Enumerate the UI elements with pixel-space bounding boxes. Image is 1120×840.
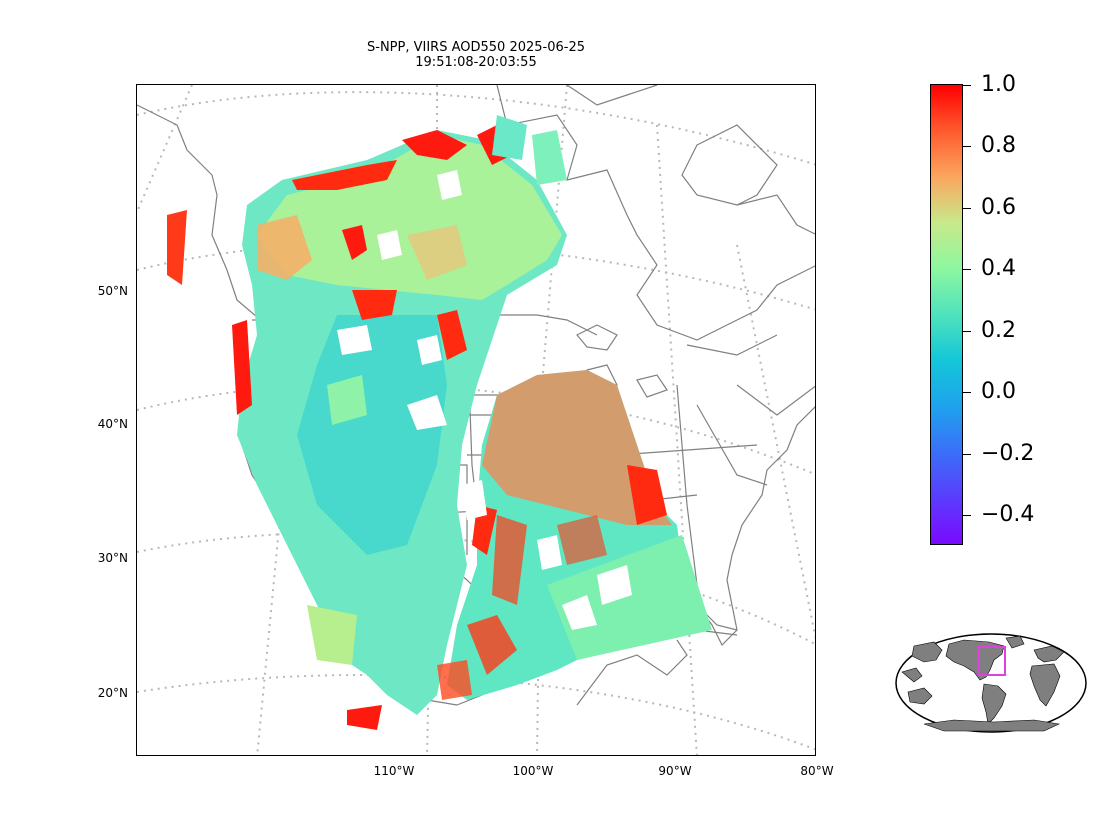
colorbar-tick (963, 85, 971, 86)
colorbar-label: 0.0 (981, 379, 1016, 404)
lon-label-110w: 110°W (373, 764, 415, 778)
map-title: S-NPP, VIIRS AOD550 2025-06-25 19:51:08-… (300, 40, 652, 70)
colorbar-tick (963, 208, 971, 209)
globe-icon (895, 633, 1087, 733)
colorbar-label: 0.6 (981, 195, 1016, 220)
colorbar-label: −0.2 (981, 441, 1035, 466)
colorbar-tick (963, 454, 971, 455)
colorbar-label: 0.4 (981, 256, 1016, 281)
map-canvas (137, 85, 815, 755)
colorbar-tick (963, 269, 971, 270)
colorbar-tick (963, 515, 971, 516)
colorbar-tick (963, 392, 971, 393)
map-title-line2: 19:51:08-20:03:55 (415, 55, 537, 70)
colorbar-tick (963, 331, 971, 332)
colorbar-label: 0.2 (981, 318, 1016, 343)
lon-label-100w: 100°W (512, 764, 554, 778)
map-panel (136, 84, 816, 756)
colorbar (930, 84, 963, 545)
lon-label-80w: 80°W (800, 764, 834, 778)
colorbar-label: 1.0 (981, 72, 1016, 97)
aod-swath (167, 115, 712, 730)
colorbar-label: −0.4 (981, 502, 1035, 527)
lon-label-90w: 90°W (658, 764, 692, 778)
map-title-line1: S-NPP, VIIRS AOD550 2025-06-25 (367, 40, 585, 55)
lat-label-50n: 50°N (97, 284, 128, 298)
lat-label-20n: 20°N (97, 686, 128, 700)
inset-region-box (978, 646, 1006, 676)
lat-label-40n: 40°N (97, 417, 128, 431)
lat-label-30n: 30°N (97, 551, 128, 565)
inset-globe-map (894, 632, 1088, 734)
colorbar-label: 0.8 (981, 133, 1016, 158)
colorbar-tick (963, 146, 971, 147)
